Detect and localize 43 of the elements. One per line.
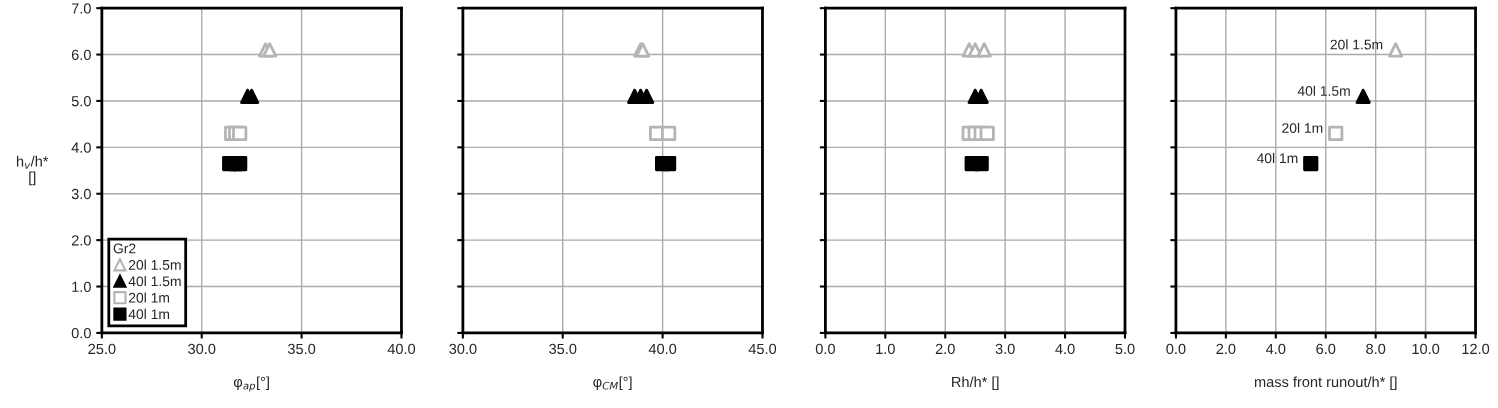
- x-tick-label: 30.0: [188, 343, 216, 355]
- y-tick-label: 3.0: [71, 188, 91, 200]
- x-tick-label: 4.0: [1266, 343, 1286, 355]
- x-tick-label: 4.0: [1055, 343, 1075, 355]
- annotation: 40l 1.5m: [1297, 85, 1350, 96]
- x-tick-label: 45.0: [748, 343, 777, 355]
- y-axis-title: h$_{v}$/h* []: [16, 155, 49, 186]
- y-tick-label: 5.0: [71, 96, 91, 107]
- x-tick-label: 35.0: [549, 343, 577, 355]
- x-tick-label: 8.0: [1366, 343, 1386, 355]
- legend-label: 20l 1m: [128, 292, 170, 303]
- y-tick-label: 4.0: [71, 142, 91, 153]
- y-tick-label: 6.0: [71, 49, 91, 60]
- x-tick-label: 40.0: [387, 343, 416, 355]
- annotation: 20l 1.5m: [1330, 39, 1383, 50]
- x-tick-label: 35.0: [287, 343, 316, 355]
- y-tick-label: 1.0: [72, 281, 91, 292]
- x-tick-label: 2.0: [1216, 343, 1236, 355]
- annotation: 40l 1m: [1256, 152, 1298, 164]
- x-axis-title: φ$_{ap}$[°]: [233, 376, 269, 392]
- x-tick-label: 1.0: [876, 343, 895, 355]
- x-tick-label: 12.0: [1462, 343, 1490, 355]
- legend-label: 40l 1m: [128, 308, 170, 320]
- legend-label: 20l 1.5m: [128, 259, 181, 270]
- x-axis-title: φ$_{CM}$[°]: [593, 376, 632, 390]
- legend-label: 40l 1.5m: [128, 276, 181, 287]
- x-tick-label: 10.0: [1412, 343, 1440, 355]
- x-tick-label: 40.0: [648, 343, 677, 355]
- y-tick-label: 0.0: [71, 328, 91, 339]
- y-tick-label: 7.0: [71, 3, 91, 14]
- x-axis-title: mass front runout/h* []: [1254, 376, 1397, 390]
- x-tick-label: 25.0: [88, 343, 116, 355]
- x-tick-label: 3.0: [995, 343, 1015, 355]
- legend-title: Gr2: [113, 243, 136, 254]
- x-tick-label: 6.0: [1316, 343, 1336, 355]
- x-tick-label: 2.0: [935, 343, 955, 355]
- y-tick-label: 2.0: [71, 235, 91, 246]
- x-axis-title: Rh/h* []: [952, 376, 999, 390]
- x-tick-label: 0.0: [1166, 343, 1186, 355]
- x-tick-label: 0.0: [815, 343, 835, 355]
- x-tick-label: 5.0: [1115, 343, 1135, 355]
- annotation: 20l 1m: [1282, 122, 1323, 133]
- x-tick-label: 30.0: [449, 343, 477, 355]
